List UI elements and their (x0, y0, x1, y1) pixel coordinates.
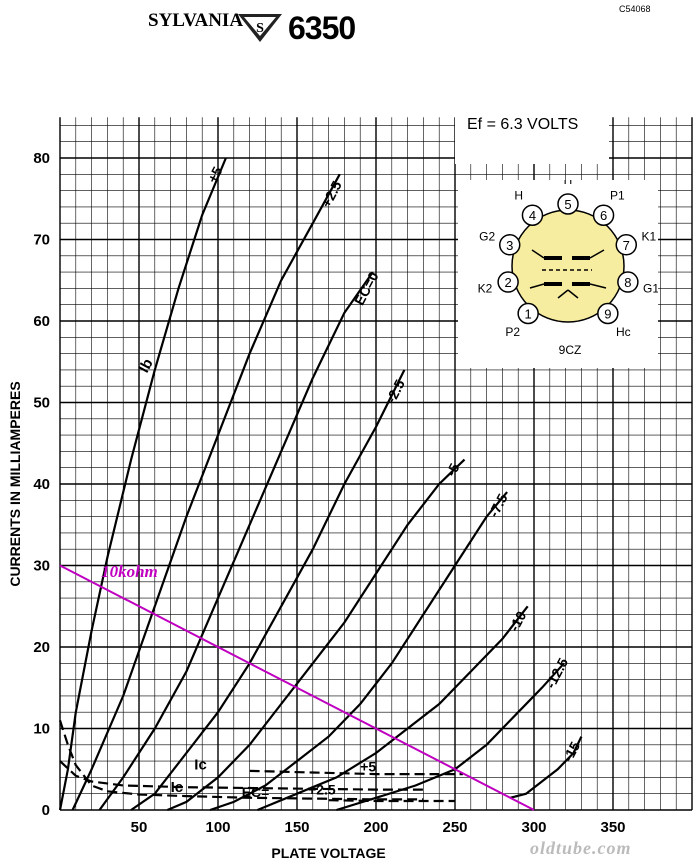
y-tick-label: 10 (33, 721, 50, 738)
tube-type: 6350 (288, 10, 356, 46)
plate-current-curve (71, 173, 341, 811)
y-tick-label: 30 (33, 558, 50, 575)
pin-label: H (514, 189, 523, 203)
pin-number: 9 (604, 306, 611, 321)
pin-label: P1 (610, 189, 625, 203)
y-axis-label: CURRENTS IN MILLIAMPERES (7, 381, 23, 586)
x-axis-label: PLATE VOLTAGE (271, 845, 385, 861)
curve-label: +5 (204, 164, 226, 186)
plate-current-curve (209, 491, 508, 812)
y-tick-label: 20 (33, 639, 50, 656)
logo-letter: S (256, 21, 264, 36)
pin-number: 7 (623, 238, 630, 253)
plate-current-curve (58, 157, 227, 811)
grid-curve-label: +5 (360, 759, 376, 775)
y-tick-label: 50 (33, 395, 50, 412)
x-tick-label: 100 (205, 819, 230, 836)
pin-label: G2 (479, 230, 495, 244)
pin-label: H (564, 180, 573, 187)
pin-number: 3 (506, 238, 513, 253)
load-line-label: 10kohm (101, 562, 158, 581)
pin-circle (592, 204, 615, 226)
curve-label: +2.5 (318, 178, 345, 210)
grid-current-label: Ic (194, 756, 207, 773)
curve-label: -2.5 (383, 377, 409, 406)
grid-curve-label: +2.5 (308, 782, 336, 798)
heater-note-box (455, 98, 609, 164)
pin-number: 8 (624, 275, 631, 290)
pin-number: 2 (504, 275, 511, 290)
sylvania-logo-icon: S (238, 14, 282, 42)
x-tick-label: 150 (284, 819, 309, 836)
grid-current-curve (249, 769, 463, 776)
base-code: 9CZ (559, 343, 582, 357)
plate-current-curve (257, 605, 529, 812)
plate-current-curve (130, 369, 406, 811)
pin-circle (597, 302, 619, 325)
y-tick-label: 80 (33, 150, 50, 167)
pin-circle (615, 234, 638, 256)
brand-name: SYLVANIA (148, 10, 244, 31)
grid-current-curve (328, 799, 455, 803)
pin-label: K2 (478, 281, 493, 295)
plate-current-curve (166, 458, 466, 812)
pin-circle (617, 271, 639, 293)
grid-current-curve (58, 720, 424, 801)
pin-circle (517, 302, 539, 325)
pin-circle (521, 204, 544, 226)
pin-label: Hc (616, 325, 631, 339)
x-tick-label: 350 (600, 819, 625, 836)
plate-current-curve (510, 736, 583, 799)
x-tick-label: 250 (442, 819, 467, 836)
plate-current-curve (98, 271, 374, 811)
plate-current-curve (336, 662, 565, 812)
grid-bias-label: EC= (242, 784, 270, 800)
y-tick-label: 70 (33, 232, 50, 249)
pin-label: K1 (641, 230, 656, 244)
pin-number: 6 (600, 208, 607, 223)
pin-number: 4 (529, 208, 536, 223)
x-tick-label: 50 (131, 819, 148, 836)
curve-label: -7.5 (485, 491, 511, 520)
grid-current-label: Ic (171, 779, 184, 796)
tube-symbol-icon (529, 249, 607, 299)
pin-label: P2 (505, 325, 520, 339)
y-tick-label: 40 (33, 476, 50, 493)
x-tick-label: 300 (521, 819, 546, 836)
pin-circle (498, 234, 521, 256)
load-line (59, 564, 535, 811)
grid-current-curve (59, 760, 424, 791)
y-tick-label: 60 (33, 313, 50, 330)
y-tick-label: 0 (42, 802, 50, 819)
watermark: oldtube.com (530, 838, 632, 858)
drawing-ref: C54068 (619, 4, 651, 14)
x-tick-label: 200 (363, 819, 388, 836)
pin-circle (557, 193, 579, 215)
pin-label: G1 (643, 281, 658, 295)
pin-circle (497, 271, 519, 293)
pin-number: 5 (564, 197, 571, 212)
pin-number: 1 (525, 306, 532, 321)
heater-note: Ef = 6.3 VOLTS (467, 116, 579, 133)
curve-label: -12.5 (542, 655, 571, 691)
